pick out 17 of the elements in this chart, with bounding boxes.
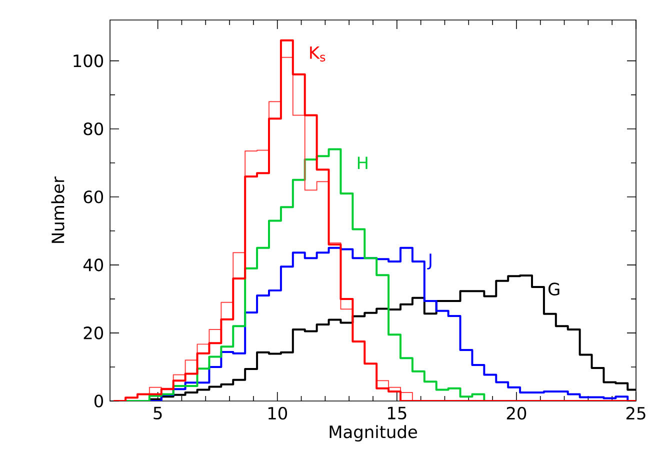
y-tick-label: 60 [84,190,104,204]
y-tick-label: 20 [84,326,104,340]
x-tick-label: 25 [626,406,646,420]
x-tick-label: 15 [388,406,406,420]
y-tick-label: 100 [74,54,104,68]
series-label: J [427,254,432,270]
x-tick-label: 10 [268,406,288,420]
x-tick-label: 20 [506,406,526,420]
series-label: K$_{s}$ [310,46,326,62]
series-label: G [548,282,560,296]
x-tick-label: 5 [154,406,162,420]
y-tick-label: 40 [83,258,104,272]
y-tick-label: 80 [84,122,104,136]
series-label: H [358,156,368,170]
y-tick-label: 0 [94,394,104,408]
x-axis-title: Magnitude [330,425,417,442]
y-axis-title: Number [51,176,64,243]
